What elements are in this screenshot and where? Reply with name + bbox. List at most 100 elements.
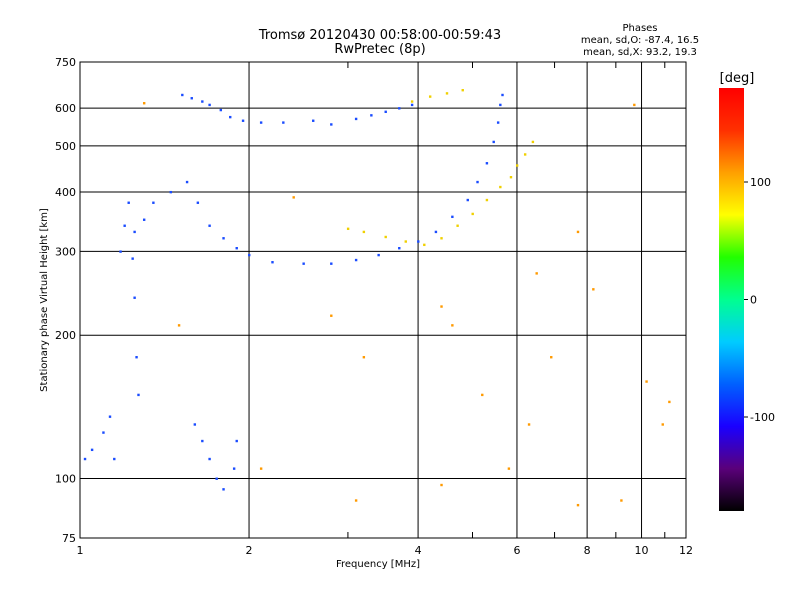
data-point: [535, 272, 538, 275]
data-point: [133, 230, 136, 234]
data-point: [282, 121, 285, 124]
data-point: [576, 230, 580, 234]
data-point: [113, 457, 116, 461]
legend-line-o: mean, sd,O: -87.4, 16.5: [581, 35, 699, 46]
data-point: [661, 423, 664, 426]
data-point: [208, 457, 211, 461]
data-point: [330, 314, 333, 317]
data-point: [259, 121, 263, 124]
data-point: [398, 247, 401, 250]
colorbar-label: [deg]: [720, 71, 755, 86]
data-point: [83, 457, 87, 461]
data-point: [208, 224, 211, 227]
data-point: [668, 400, 671, 404]
data-point: [509, 175, 513, 179]
data-point: [499, 103, 502, 107]
data-point: [354, 117, 358, 121]
y-tick-label: 200: [55, 329, 76, 342]
x-tick-label: 6: [513, 544, 520, 557]
data-point: [527, 423, 531, 426]
data-point: [271, 261, 274, 264]
data-point: [485, 162, 489, 165]
data-point: [177, 324, 181, 327]
data-point: [135, 356, 138, 359]
plot-frame: [79, 61, 687, 539]
data-point: [501, 93, 504, 97]
data-point: [196, 201, 200, 204]
data-point: [123, 224, 126, 227]
minor-tick-marks: [347, 62, 666, 538]
x-tick-label: 4: [415, 544, 422, 557]
data-point: [523, 153, 527, 156]
data-point: [410, 103, 414, 107]
data-point: [208, 103, 211, 107]
data-point: [620, 499, 623, 502]
data-point: [440, 305, 443, 308]
y-tick-label: 400: [55, 186, 76, 199]
data-point: [481, 393, 484, 397]
data-point: [292, 196, 295, 199]
data-point: [222, 237, 225, 240]
chart-subtitle: RwPretec (8p): [334, 42, 425, 57]
data-point: [119, 250, 122, 253]
data-point: [152, 201, 155, 204]
colorbar: [719, 88, 744, 511]
y-tick-label: 300: [55, 245, 76, 258]
data-point: [417, 240, 420, 243]
data-point: [550, 356, 553, 359]
y-tick-label: 600: [55, 102, 76, 115]
colorbar-tick-label: 0: [750, 294, 757, 307]
y-tick-labels: 75 100 200 300 400 500 600 750: [55, 56, 76, 545]
data-point: [445, 92, 449, 95]
data-point: [451, 215, 454, 219]
data-point: [137, 393, 140, 397]
data-point: [142, 102, 146, 105]
data-point: [362, 356, 366, 359]
data-point: [423, 243, 426, 247]
data-point: [219, 108, 223, 112]
data-point: [190, 97, 193, 100]
data-point: [404, 240, 407, 243]
data-point: [362, 230, 366, 234]
data-point: [241, 119, 245, 122]
data-point: [235, 247, 238, 250]
x-tick-label: 1: [77, 544, 84, 557]
data-point: [131, 257, 134, 260]
data-point: [169, 190, 173, 194]
colorbar-tick-label: -100: [750, 411, 775, 424]
y-tick-label: 500: [55, 140, 76, 153]
data-point: [377, 253, 380, 257]
data-point: [127, 201, 130, 204]
data-point: [201, 100, 204, 103]
data-point: [507, 467, 511, 470]
data-point: [235, 439, 238, 443]
data-point: [232, 467, 236, 470]
data-point: [440, 237, 443, 240]
data-point: [302, 262, 305, 265]
data-point: [248, 253, 251, 257]
data-point: [222, 488, 225, 491]
data-point: [102, 431, 105, 434]
y-tick-label: 750: [55, 56, 76, 69]
data-point: [259, 467, 263, 470]
x-tick-label: 2: [246, 544, 253, 557]
chart-title: Tromsø 20120430 00:58:00-00:59:43: [258, 28, 501, 43]
legend-line-x: mean, sd,X: 93.2, 19.3: [583, 47, 697, 58]
data-point: [576, 503, 580, 507]
data-point: [592, 288, 595, 291]
y-axis-label: Stationary phase Virtual Height [km]: [39, 208, 50, 392]
data-point: [456, 224, 459, 227]
data-point: [476, 180, 479, 184]
x-tick-label: 12: [679, 544, 693, 557]
data-point: [354, 258, 358, 262]
x-axis-label: Frequency [MHz]: [336, 559, 420, 570]
data-point: [515, 164, 519, 167]
data-point: [215, 477, 218, 480]
grid-lines: [79, 61, 687, 539]
data-point: [108, 415, 112, 418]
x-tick-labels: 1 2 4 6 8 10 12: [77, 544, 694, 557]
data-point: [384, 110, 387, 114]
data-point: [90, 448, 94, 452]
data-point: [466, 198, 469, 202]
